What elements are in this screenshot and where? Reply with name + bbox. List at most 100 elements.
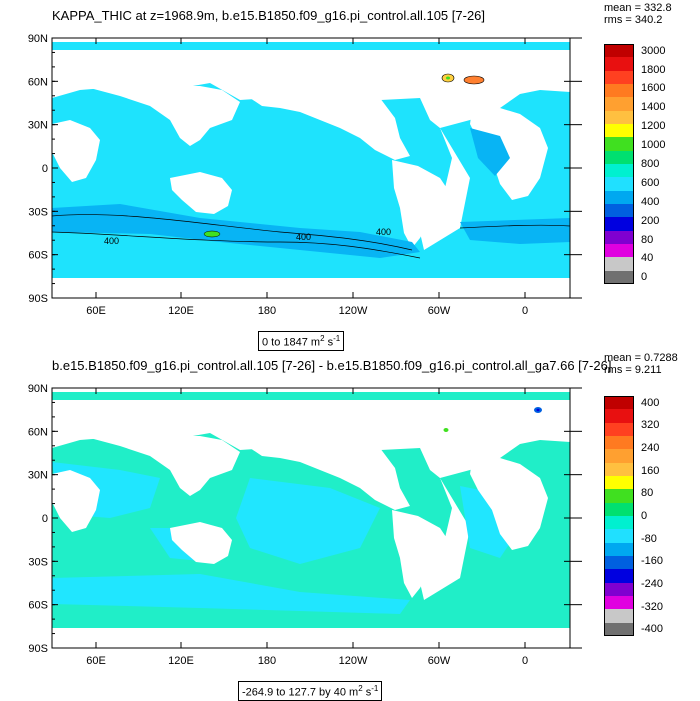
colorbar-swatch [604, 396, 634, 410]
colorbar-swatch [604, 150, 634, 165]
lat-tick-label: 30S [28, 556, 48, 568]
lat-tick-label: 60S [28, 600, 48, 612]
colorbar-label: 0 [641, 271, 648, 284]
lat-tick-label: 90N [28, 33, 48, 45]
colorbar-label: 0 [641, 510, 648, 522]
land-eurasia-north [52, 50, 570, 88]
colorbar-swatch [604, 270, 634, 285]
colorbar-swatch [604, 556, 634, 570]
hotspot [441, 73, 485, 85]
colorbar-swatch [604, 244, 634, 258]
land-masses [52, 50, 570, 298]
contours [51, 214, 571, 259]
colorbar-swatch [604, 476, 634, 490]
lon-tick-label: 0 [522, 655, 528, 667]
colorbar-swatch [604, 609, 634, 624]
colorbar-swatch [604, 137, 634, 152]
colorbar-label: 400 [641, 195, 660, 208]
lat-tick-label: 30S [28, 206, 48, 218]
colorbar-swatch [604, 462, 634, 477]
colorbar-label: 1200 [641, 120, 666, 133]
axes-ticks: 90N 60N 30N 0 30S 60S 90S 60E 120E 180 120W 60W 0 [28, 383, 582, 667]
contour-label: 400 [376, 227, 391, 237]
colorbar-swatch [604, 57, 634, 72]
axes-ticks: 90N 60N 30N 0 30S 60S 90S 60E 120E 180 120W 60W 0 [28, 33, 582, 317]
lon-tick-label: 60E [86, 305, 106, 317]
lat-tick-label: 60S [28, 250, 48, 262]
colorbar-swatch [604, 502, 634, 517]
colorbar-label: -240 [641, 578, 664, 590]
colorbar-swatch [604, 97, 634, 112]
contour-label: 400 [296, 232, 311, 242]
rms-value: rms = 9.211 [604, 364, 662, 376]
colorbar-label: 320 [641, 419, 660, 432]
colorbar-swatch [604, 44, 634, 58]
colorbar: 3000 1800 1600 1400 1200 1000 800 600 400 200 80 40… [604, 44, 694, 285]
colorbar-label: 160 [641, 464, 660, 477]
lon-tick-label: 60W [428, 305, 451, 317]
ocean-region-upper [52, 42, 570, 50]
colorbar-swatch [604, 409, 634, 424]
panel-title: b.e15.B1850.f09_g16.pi_control.all.105 [… [52, 358, 612, 373]
lon-tick-label: 60W [428, 655, 451, 667]
land-masses [52, 400, 570, 648]
lat-tick-label: 0 [42, 163, 48, 175]
colorbar: 400 320 240 160 80 0 -80 -160 -240 -320 -400 [604, 396, 694, 637]
colorbar-label: 200 [641, 214, 660, 227]
colorbar-swatch [604, 190, 634, 205]
colorbar-swatch [604, 230, 634, 245]
lon-tick-label: 60E [86, 655, 106, 667]
colorbar-swatch [604, 124, 634, 138]
land-africa-west [52, 120, 100, 182]
colorbar-swatch [604, 177, 634, 192]
range-label: -264.9 to 127.7 by 40 m2 s-1 [238, 681, 383, 701]
colorbar-label: 3000 [641, 44, 666, 57]
colorbar-swatch [604, 257, 634, 272]
lon-tick-label: 120W [339, 305, 368, 317]
contour-label: 400 [104, 236, 119, 246]
lat-tick-label: 90S [28, 293, 48, 305]
panel-top: KAPPA_THIC at z=1968.9m, b.e15.B1850.f09… [0, 0, 700, 351]
lon-tick-label: 120W [339, 655, 368, 667]
colorbar-label: -80 [641, 532, 657, 545]
land-antarctica [52, 278, 570, 298]
hotspot [443, 407, 542, 432]
lat-tick-label: 0 [42, 513, 48, 525]
colorbar-swatch [604, 204, 634, 218]
colorbar-swatch [604, 489, 634, 504]
colorbar-swatch [604, 449, 634, 464]
colorbar-swatch [604, 542, 634, 557]
lat-tick-label: 30N [28, 120, 48, 132]
colorbar-label: 80 [641, 487, 654, 500]
colorbar-label: 1400 [641, 101, 666, 114]
panel-title: KAPPA_THIC at z=1968.9m, b.e15.B1850.f09… [52, 8, 486, 23]
colorbar-swatch [604, 436, 634, 450]
colorbar-label: 1000 [641, 139, 666, 152]
panel-bottom: b.e15.B1850.f09_g16.pi_control.all.105 [… [0, 350, 700, 701]
colorbar-swatch [604, 84, 634, 98]
colorbar-label: 800 [641, 158, 660, 170]
colorbar-swatch [604, 569, 634, 584]
lat-tick-label: 90N [28, 383, 48, 395]
colorbar-swatch [604, 70, 634, 85]
colorbar-label: 240 [641, 442, 660, 454]
colorbar-label: -160 [641, 555, 664, 568]
mean-value: mean = 332.8 [604, 2, 672, 14]
colorbar-swatch [604, 217, 634, 232]
range-label: 0 to 1847 m2 s-1 [258, 331, 345, 351]
lat-tick-label: 30N [28, 470, 48, 482]
map-plot: 90N 60N 30N 0 30S 60S 90S 60E 120E 180 120W 60W 0 [0, 378, 600, 678]
mean-value: mean = 0.7288 [604, 352, 678, 364]
colorbar-label: 40 [641, 252, 654, 265]
lat-tick-label: 60N [28, 76, 48, 88]
colorbar-swatch [604, 164, 634, 178]
land-africa [470, 108, 548, 200]
lon-tick-label: 120E [168, 305, 194, 317]
lon-tick-label: 180 [258, 655, 276, 667]
land-eurasia [52, 82, 240, 146]
rms-value: rms = 340.2 [604, 14, 663, 26]
colorbar-swatch [604, 622, 634, 637]
colorbar-swatch [604, 422, 634, 437]
lat-tick-label: 60N [28, 426, 48, 438]
land-south-america [392, 160, 448, 248]
